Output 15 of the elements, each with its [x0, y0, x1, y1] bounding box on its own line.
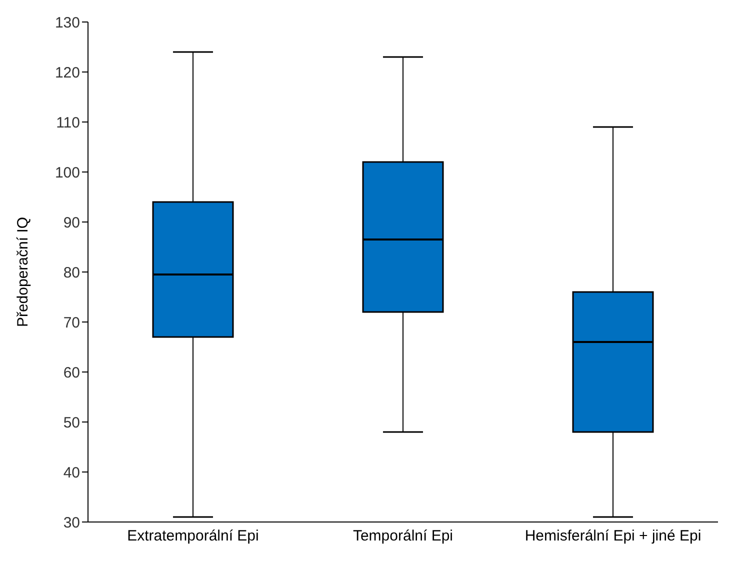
y-tick-label: 80: [63, 264, 80, 282]
x-tick-label: Hemisferální Epi + jiné Epi: [524, 528, 702, 545]
x-tick-label: Extratemporální Epi: [127, 528, 259, 545]
y-tick-label: 60: [63, 364, 80, 382]
x-tick-label: Temporální Epi: [352, 528, 454, 545]
y-tick-label: 70: [63, 314, 80, 332]
y-tick-label: 90: [63, 214, 80, 232]
y-tick-label: 120: [54, 64, 80, 82]
y-tick-label: 30: [63, 514, 80, 532]
y-tick-label: 100: [54, 164, 80, 182]
y-tick-label: 50: [63, 414, 80, 432]
y-tick-label: 130: [54, 14, 80, 32]
y-axis-title: Předoperační IQ: [14, 216, 32, 328]
y-tick-label: 110: [56, 114, 80, 132]
y-tick-label: 40: [63, 464, 80, 482]
